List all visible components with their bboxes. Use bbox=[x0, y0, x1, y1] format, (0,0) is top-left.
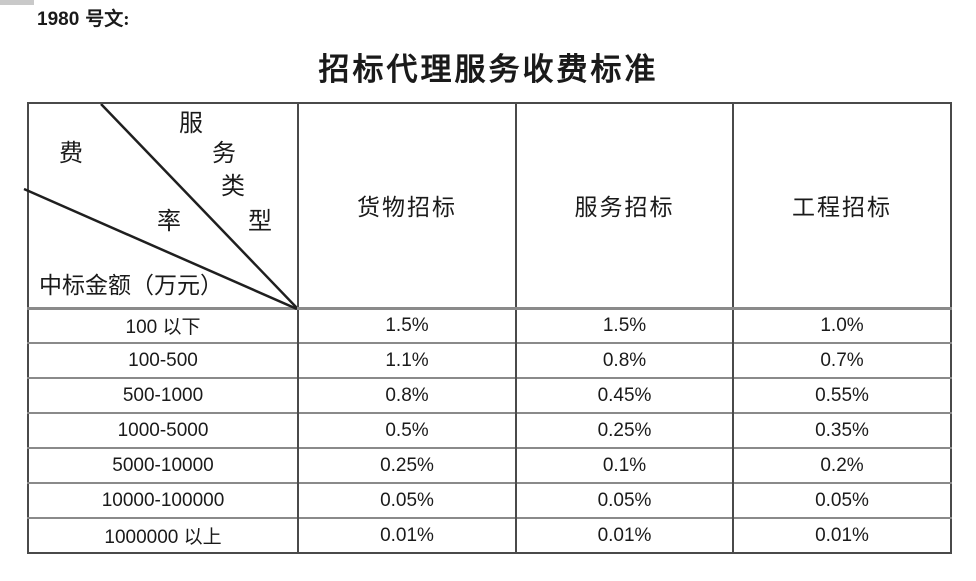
table-row: 100-500 1.1% 0.8% 0.7% bbox=[28, 342, 951, 378]
service-type-char-2: 务 bbox=[212, 141, 236, 167]
fee-rate-char-2: 率 bbox=[157, 209, 181, 235]
column-header-services: 服务招标 bbox=[515, 103, 733, 308]
rate-cell: 0.5% bbox=[297, 412, 516, 448]
document-reference: 1980 号文: bbox=[37, 4, 130, 31]
scan-artifact bbox=[0, 0, 34, 5]
diagonal-line-upper bbox=[100, 104, 297, 309]
table-row: 10000-100000 0.05% 0.05% 0.05% bbox=[28, 482, 951, 518]
diagonal-lines bbox=[23, 104, 297, 310]
rate-cell: 0.2% bbox=[732, 447, 951, 483]
rate-cell: 1.5% bbox=[515, 306, 733, 343]
column-header-goods: 货物招标 bbox=[297, 103, 516, 308]
amount-range-cell: 1000-5000 bbox=[28, 412, 298, 448]
rate-cell: 0.25% bbox=[515, 412, 733, 448]
fee-table: 服 务 类 型 费 率 中标金额（万元） 货物招标 服务招标 工程招标 100 … bbox=[23, 102, 952, 554]
document-number: 1980 bbox=[37, 9, 80, 30]
service-type-char-4: 型 bbox=[248, 209, 272, 235]
rate-cell: 1.0% bbox=[732, 306, 951, 343]
rate-cell: 0.05% bbox=[297, 482, 516, 518]
rate-cell: 0.25% bbox=[297, 447, 516, 483]
rate-cell: 0.05% bbox=[732, 482, 951, 518]
amount-axis-label: 中标金额（万元） bbox=[39, 272, 223, 298]
rate-cell: 0.01% bbox=[732, 517, 951, 553]
table-row: 1000000 以上 0.01% 0.01% 0.01% bbox=[28, 517, 951, 553]
rate-cell: 0.8% bbox=[515, 342, 733, 378]
table-row: 1000-5000 0.5% 0.25% 0.35% bbox=[28, 412, 951, 448]
fee-rate-table: 服 务 类 型 费 率 中标金额（万元） 货物招标 服务招标 工程招标 100 … bbox=[23, 102, 952, 554]
amount-range-cell: 100 以下 bbox=[28, 306, 298, 343]
rate-cell: 0.8% bbox=[297, 377, 516, 413]
column-header-works: 工程招标 bbox=[732, 103, 951, 308]
document-number-label: 号文: bbox=[85, 9, 130, 30]
service-type-char-1: 服 bbox=[179, 111, 203, 137]
rate-cell: 0.01% bbox=[297, 517, 516, 553]
table-row: 100 以下 1.5% 1.5% 1.0% bbox=[28, 306, 951, 343]
rate-cell: 1.1% bbox=[297, 342, 516, 378]
rate-cell: 0.7% bbox=[732, 342, 951, 378]
diagonal-line-lower bbox=[23, 187, 297, 310]
amount-range-cell: 500-1000 bbox=[28, 377, 298, 413]
amount-range-cell: 1000000 以上 bbox=[28, 517, 298, 553]
table-row: 5000-10000 0.25% 0.1% 0.2% bbox=[28, 447, 951, 483]
amount-range-cell: 10000-100000 bbox=[28, 482, 298, 518]
rate-cell: 1.5% bbox=[297, 306, 516, 343]
rate-cell: 0.35% bbox=[732, 412, 951, 448]
rate-cell: 0.55% bbox=[732, 377, 951, 413]
rate-cell: 0.01% bbox=[515, 517, 733, 553]
fee-rate-char-1: 费 bbox=[59, 141, 83, 167]
header-row: 服 务 类 型 费 率 中标金额（万元） 货物招标 服务招标 工程招标 bbox=[23, 103, 951, 310]
rate-cell: 0.45% bbox=[515, 377, 733, 413]
service-type-char-3: 类 bbox=[221, 174, 245, 200]
rate-cell: 0.05% bbox=[515, 482, 733, 518]
page-title: 招标代理服务收费标准 bbox=[318, 52, 659, 87]
table-row: 500-1000 0.8% 0.45% 0.55% bbox=[28, 377, 951, 413]
amount-range-cell: 5000-10000 bbox=[28, 447, 298, 483]
rate-cell: 0.1% bbox=[515, 447, 733, 483]
diagonal-corner-cell: 服 务 类 型 费 率 中标金额（万元） bbox=[23, 103, 298, 310]
amount-range-cell: 100-500 bbox=[28, 342, 298, 378]
